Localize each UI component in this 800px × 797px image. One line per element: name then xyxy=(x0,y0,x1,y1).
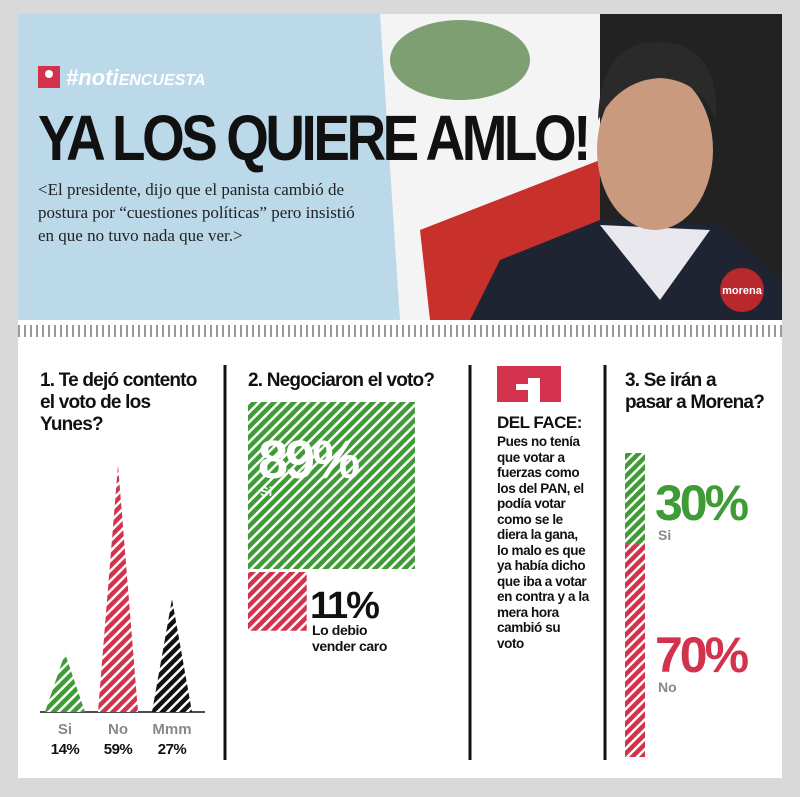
category-label: Si xyxy=(260,484,272,499)
strip xyxy=(18,320,782,342)
value-label: 89% xyxy=(258,430,359,490)
header-subtitle: <El presidente, dijo que el panista camb… xyxy=(38,180,355,245)
hashtag-prefix: #noti xyxy=(66,65,119,90)
hashtag-suffix: ENCUESTA xyxy=(119,72,206,89)
value-label: 70% xyxy=(655,627,749,683)
triangle-bar xyxy=(45,653,85,712)
face xyxy=(597,70,713,230)
value-label: 11% xyxy=(310,585,379,627)
stacked-bar xyxy=(625,453,645,545)
sidebar-heading: DEL FACE: xyxy=(497,413,582,432)
value-label: 27% xyxy=(158,741,187,758)
square xyxy=(248,572,307,631)
category-label: Si xyxy=(58,721,72,738)
badge xyxy=(720,268,764,312)
triangle-bar xyxy=(152,598,192,712)
triangle-bar xyxy=(98,465,138,712)
shirt xyxy=(600,225,710,300)
hashtag: #notiENCUESTA xyxy=(66,65,205,90)
category-label: Si xyxy=(658,527,671,543)
flag-emblem xyxy=(390,20,530,100)
category-label: No xyxy=(658,679,677,695)
badge-text: morena xyxy=(722,285,763,297)
category-label: Lo debio vender caro xyxy=(312,622,387,654)
face-icon-mark xyxy=(516,384,536,390)
chart-title: 1. Te dejó contento el voto de los Yunes… xyxy=(40,370,197,435)
value-label: 30% xyxy=(655,475,749,531)
sidebar-text: Pues no tenía que votar a fuerzas como l… xyxy=(497,434,589,651)
chart-title: 3. Se irán a pasar a Morena? xyxy=(625,370,765,413)
chart-title: 2. Negociaron el voto? xyxy=(248,370,435,391)
stacked-bar xyxy=(625,544,645,757)
hair xyxy=(598,41,717,120)
square xyxy=(248,402,415,569)
value-label: 59% xyxy=(104,741,133,758)
category-label: Mmm xyxy=(152,721,191,738)
value-label: 14% xyxy=(51,741,80,758)
tag-icon-head xyxy=(45,70,53,78)
suit xyxy=(470,220,782,320)
category-label: No xyxy=(108,721,128,738)
header-title: YA LOS QUIERE AMLO! xyxy=(38,102,588,174)
